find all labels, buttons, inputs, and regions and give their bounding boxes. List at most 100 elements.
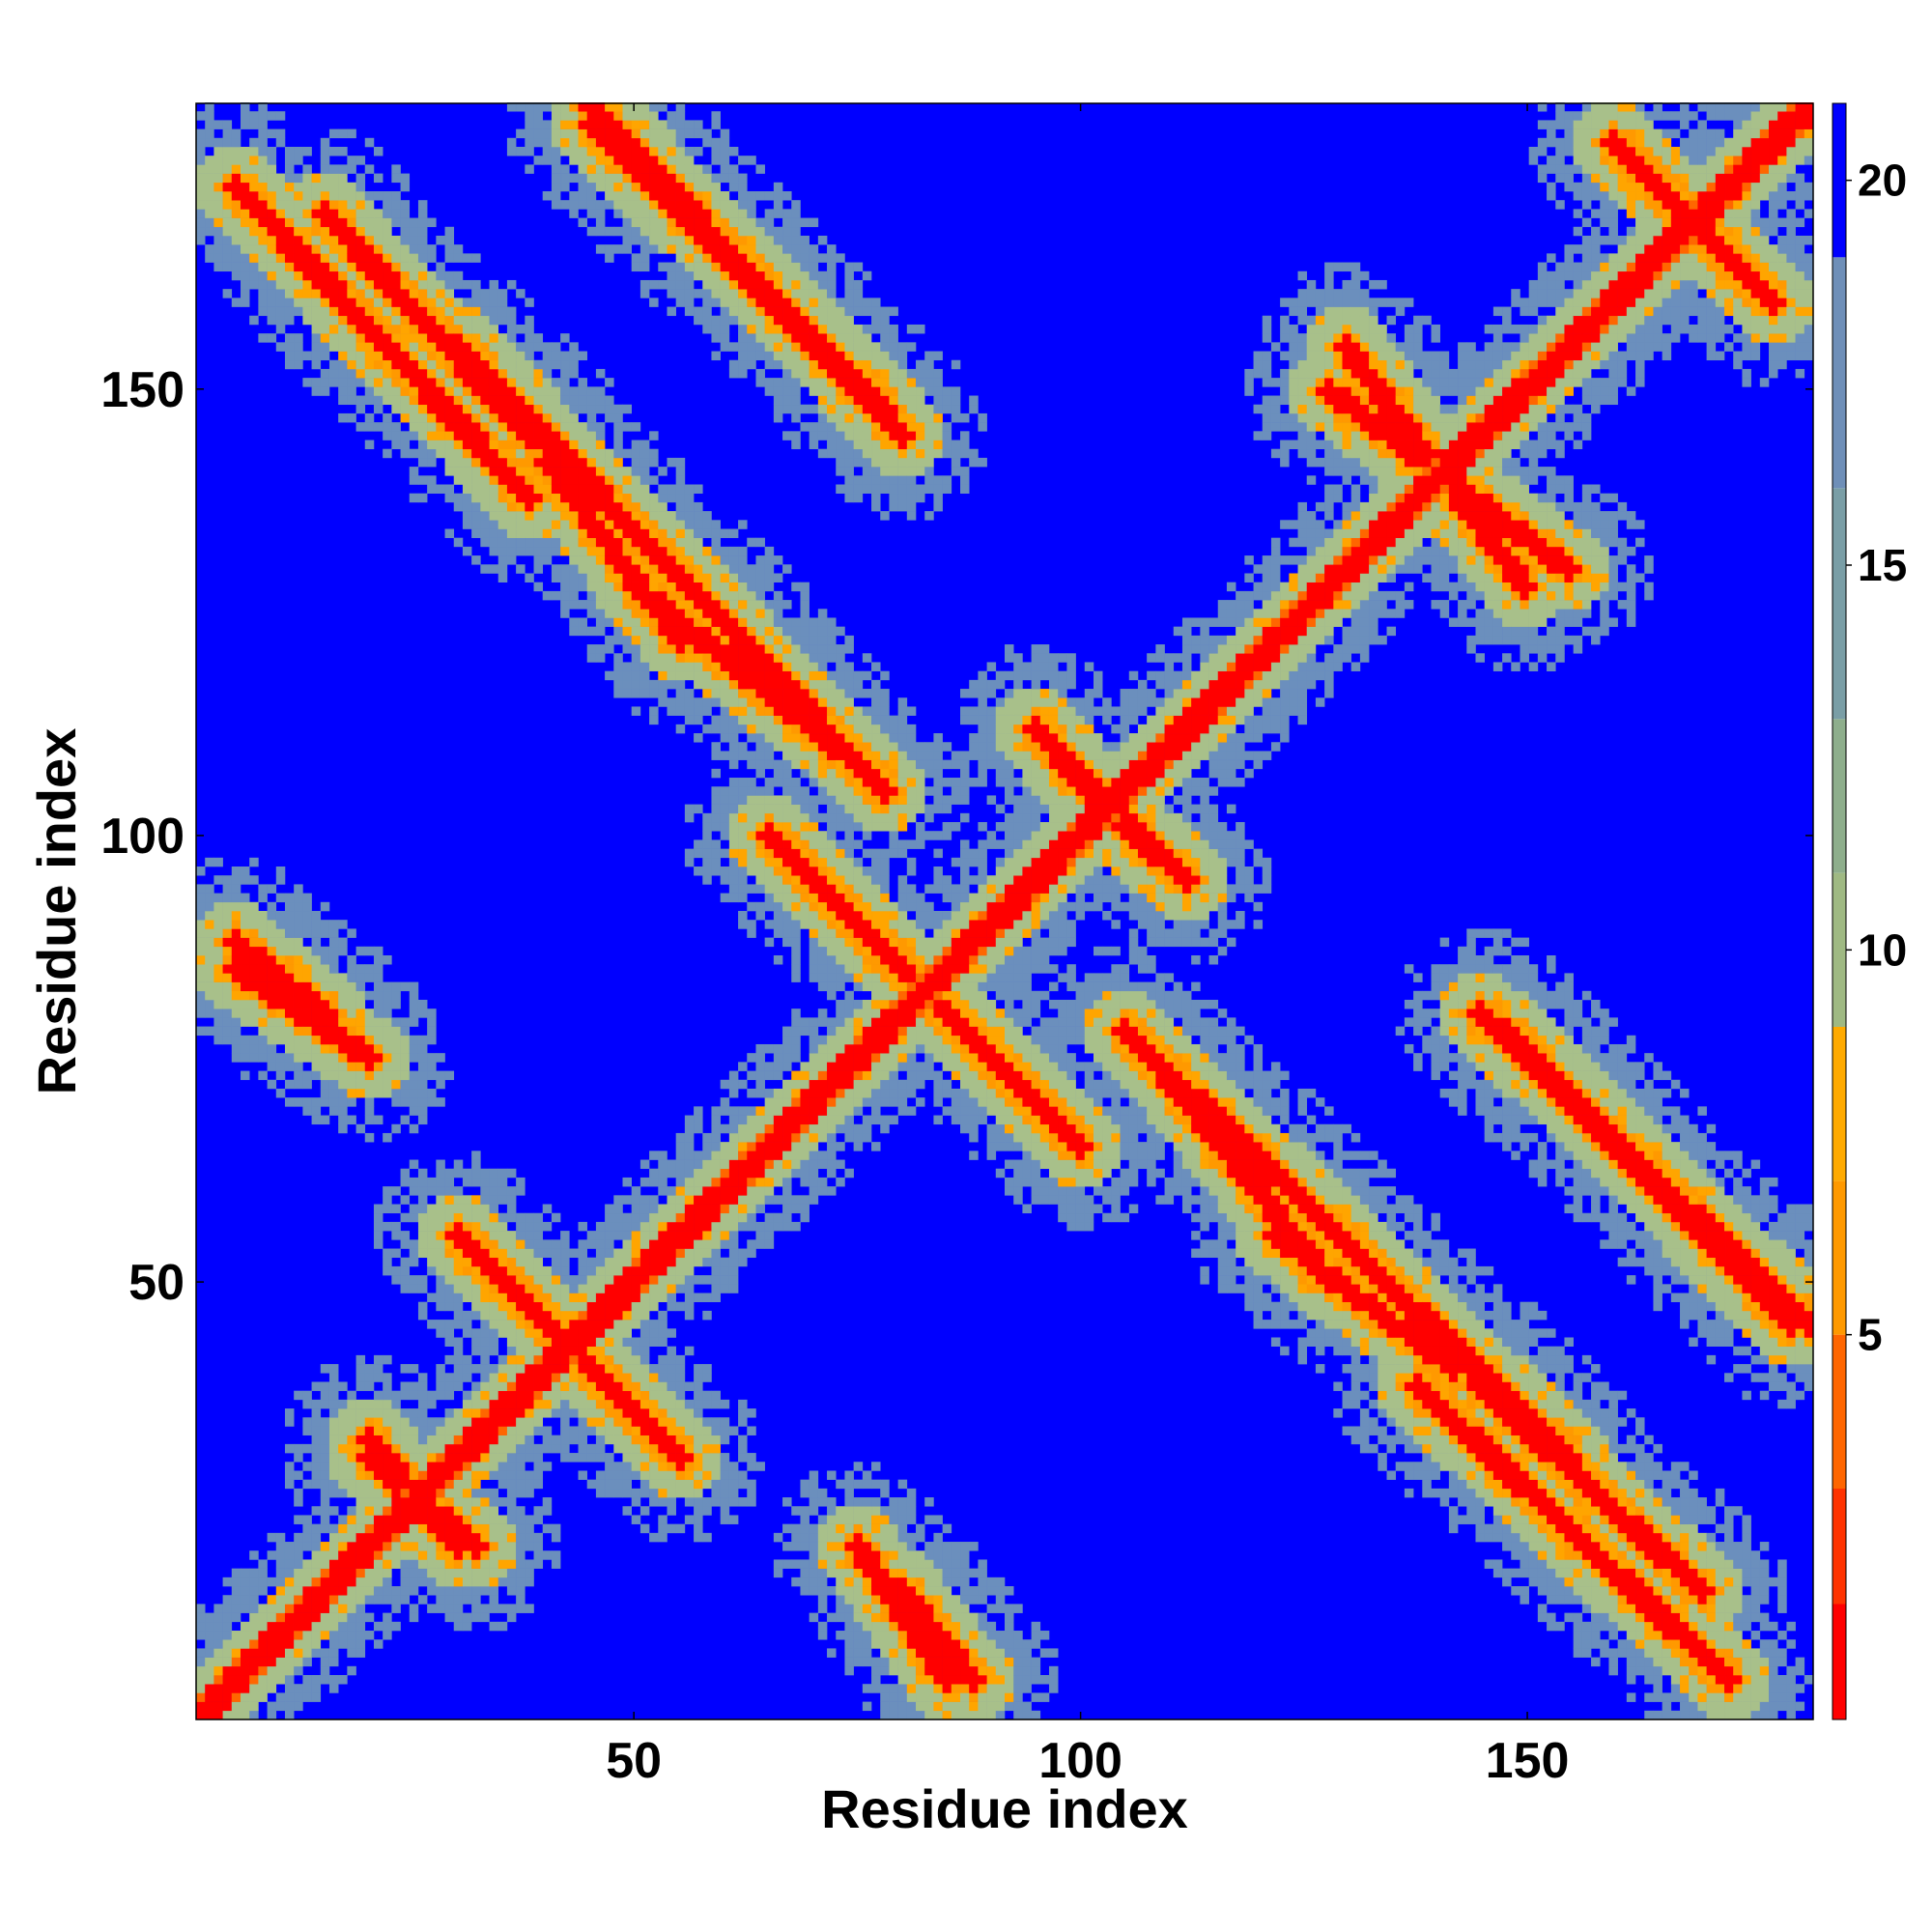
heatmap-cell [427, 1009, 437, 1018]
heatmap-cell [258, 262, 268, 272]
heatmap-cell [391, 333, 401, 343]
heatmap-cell [569, 1435, 579, 1445]
heatmap-cell [391, 368, 401, 379]
heatmap-cell [711, 795, 721, 805]
heatmap-cell [320, 1043, 330, 1054]
heatmap-cell [355, 1542, 366, 1551]
heatmap-cell [196, 928, 206, 938]
heatmap-cell [480, 1443, 490, 1454]
heatmap-cell [383, 1559, 392, 1569]
heatmap-cell [453, 351, 464, 361]
heatmap-cell [773, 590, 783, 601]
heatmap-cell [400, 1470, 411, 1480]
heatmap-cell [462, 1257, 472, 1267]
heatmap-cell [427, 1604, 437, 1613]
heatmap-cell [551, 1390, 561, 1401]
heatmap-cell [694, 182, 703, 192]
heatmap-cell [417, 1301, 428, 1312]
heatmap-cell [586, 111, 597, 121]
heatmap-cell [516, 324, 526, 334]
heatmap-cell [196, 164, 206, 174]
heatmap-cell [497, 1221, 508, 1232]
heatmap-cell [409, 422, 419, 432]
heatmap-cell [631, 1515, 641, 1524]
heatmap-cell [320, 1488, 330, 1498]
heatmap-cell [595, 1239, 606, 1249]
heatmap-cell [639, 511, 650, 521]
heatmap-cell [444, 270, 455, 281]
heatmap-cell [747, 1195, 756, 1205]
heatmap-cell [551, 164, 561, 174]
heatmap-cell [427, 342, 437, 352]
heatmap-cell [355, 1604, 366, 1613]
heatmap-cell [738, 1408, 748, 1418]
heatmap-cell [347, 1017, 356, 1027]
heatmap-cell [747, 609, 756, 618]
heatmap-cell [453, 324, 464, 334]
heatmap-cell [205, 156, 214, 165]
heatmap-cell [364, 1435, 375, 1445]
heatmap-cell [720, 812, 730, 823]
heatmap-cell [471, 1497, 481, 1507]
heatmap-cell [240, 270, 250, 281]
heatmap-cell [373, 1399, 384, 1409]
heatmap-cell [471, 253, 481, 263]
heatmap-cell [516, 1284, 526, 1293]
heatmap-cell [427, 351, 437, 361]
heatmap-cell [302, 182, 312, 192]
heatmap-cell [728, 289, 739, 298]
heatmap-cell [773, 1088, 783, 1098]
heatmap-cell [516, 1293, 526, 1303]
heatmap-cell [622, 617, 632, 627]
heatmap-cell [453, 1612, 464, 1623]
heatmap-cell [320, 235, 330, 245]
heatmap-cell [728, 359, 739, 370]
heatmap-cell [773, 200, 783, 210]
heatmap-cell [400, 368, 411, 379]
heatmap-cell [578, 190, 588, 201]
heatmap-cell [231, 1692, 242, 1702]
heatmap-cell [675, 1195, 686, 1205]
heatmap-cell [347, 973, 356, 982]
heatmap-cell [755, 804, 765, 814]
heatmap-cell [684, 306, 695, 317]
heatmap-cell [417, 1239, 428, 1249]
heatmap-cell [409, 1053, 419, 1063]
heatmap-cell [373, 981, 384, 992]
heatmap-cell [516, 351, 526, 361]
heatmap-cell [417, 368, 428, 379]
heatmap-cell [631, 600, 641, 610]
heatmap-cell [525, 1293, 534, 1303]
heatmap-cell [694, 644, 703, 654]
heatmap-cell [267, 1665, 277, 1676]
heatmap-cell [444, 1328, 455, 1338]
heatmap-cell [649, 1221, 659, 1232]
heatmap-cell [444, 324, 455, 334]
heatmap-cell [658, 279, 668, 290]
heatmap-cell [400, 1195, 411, 1205]
heatmap-cell [417, 1426, 428, 1435]
heatmap-cell [471, 1364, 481, 1374]
heatmap-cell [694, 670, 703, 681]
heatmap-cell [694, 315, 703, 326]
heatmap-cell [711, 546, 721, 556]
heatmap-cell [364, 279, 375, 290]
heatmap-cell [675, 1408, 686, 1418]
heatmap-cell [258, 920, 268, 929]
heatmap-cell [284, 1026, 295, 1037]
heatmap-cell [578, 1301, 588, 1312]
heatmap-cell [249, 1657, 259, 1667]
heatmap-cell [311, 1612, 322, 1623]
heatmap-cell [400, 378, 411, 387]
heatmap-cell [444, 1479, 455, 1490]
heatmap-cell [355, 209, 366, 218]
heatmap-cell [462, 1239, 472, 1249]
heatmap-cell [702, 1497, 712, 1507]
heatmap-cell [658, 1435, 668, 1445]
heatmap-cell [525, 1265, 534, 1276]
heatmap-cell [675, 467, 686, 476]
heatmap-cell [338, 1577, 348, 1587]
heatmap-cell [462, 422, 472, 432]
heatmap-cell [595, 1301, 606, 1312]
heatmap-cell [205, 857, 214, 867]
